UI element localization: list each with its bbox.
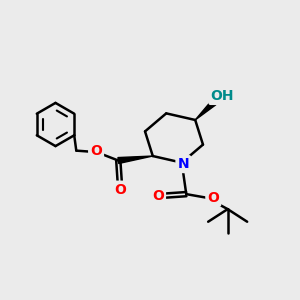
Text: O: O bbox=[114, 183, 126, 196]
Text: OH: OH bbox=[211, 89, 234, 103]
Text: O: O bbox=[90, 144, 102, 158]
Text: O: O bbox=[152, 189, 164, 202]
Text: N: N bbox=[178, 157, 189, 171]
Text: O: O bbox=[207, 191, 219, 205]
Polygon shape bbox=[195, 100, 216, 120]
Polygon shape bbox=[118, 156, 153, 164]
